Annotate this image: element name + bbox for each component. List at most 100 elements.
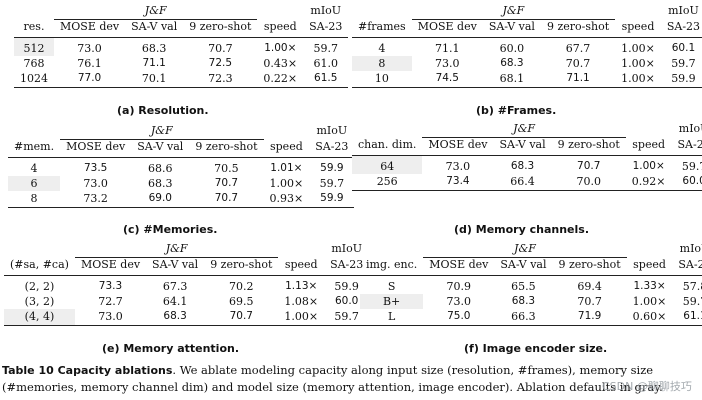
miou-group-label: mIoU bbox=[316, 124, 348, 138]
watermark: CSDN @聊聊技巧 bbox=[602, 380, 692, 393]
table-cell: 73.2 bbox=[60, 191, 132, 208]
table-row: (2, 2) 73.3 67.3 70.2 1.13× 59.9 bbox=[4, 276, 369, 295]
table-cell: 68.3 bbox=[510, 160, 535, 172]
table-b: J&F mIoU #frames MOSE dev SA-V val 9 zero-sho… bbox=[352, 4, 702, 88]
column-header: SA-V val bbox=[493, 137, 552, 156]
table-cell: 70.7 bbox=[577, 160, 601, 172]
table-cell: 61.1 bbox=[672, 309, 702, 326]
row-label: L bbox=[360, 309, 424, 326]
table-cell: 70.7 bbox=[208, 42, 233, 55]
column-header: MOSE dev bbox=[74, 257, 147, 276]
table-cell: 70.5 bbox=[214, 162, 239, 175]
table-cell: 71.1 bbox=[142, 57, 166, 69]
table-cell: 61.0 bbox=[313, 57, 338, 70]
column-header: SA-V val bbox=[482, 19, 541, 38]
column-header: SA-23 bbox=[324, 257, 370, 276]
table-cell: 1.00× bbox=[615, 71, 661, 88]
table-cell: 71.1 bbox=[435, 42, 460, 55]
row-label: (4, 4) bbox=[4, 309, 75, 326]
caption-c: (c) #Memories. bbox=[123, 223, 218, 236]
miou-group-label: mIoU bbox=[668, 4, 699, 18]
row-label: 256 bbox=[352, 174, 423, 191]
table-cell: 59.7 bbox=[682, 295, 702, 308]
column-header: SA-V val bbox=[494, 257, 553, 276]
table-cell: 0.93× bbox=[263, 191, 310, 208]
table-cell: 0.43× bbox=[263, 57, 298, 70]
column-header: MOSE dev bbox=[422, 137, 494, 156]
table-row: 8 73.0 68.3 70.7 1.00× 59.7 bbox=[352, 56, 702, 71]
table-cell: 73.5 bbox=[83, 162, 108, 174]
row-label: 4 bbox=[30, 162, 38, 175]
column-header: speed bbox=[278, 257, 325, 276]
table-cell: 60.0 bbox=[671, 174, 702, 191]
jf-group-label: J&F bbox=[422, 122, 626, 138]
ablation-table-e: J&F mIoU (#sa, #ca) MOSE dev SA-V val 9 zero-… bbox=[4, 242, 370, 326]
column-header: chan. dim. bbox=[352, 137, 423, 156]
table-cell: 72.7 bbox=[98, 295, 123, 308]
table-cell: 67.7 bbox=[565, 42, 591, 55]
column-header: speed bbox=[626, 257, 673, 276]
table-cell: 71.1 bbox=[540, 71, 616, 88]
column-header: #frames bbox=[352, 19, 412, 38]
table-cell: 69.5 bbox=[229, 295, 254, 308]
jf-group-label: J&F bbox=[60, 124, 264, 140]
column-header: 9 zero-shot bbox=[551, 137, 626, 156]
table-row: 768 76.1 71.1 72.5 0.43× 61.0 bbox=[14, 56, 348, 71]
table-cell: 77.0 bbox=[54, 71, 126, 88]
caption-d: (d) Memory channels. bbox=[454, 223, 590, 236]
table-cell: 70.7 bbox=[577, 295, 602, 308]
table-cell: 1.00× bbox=[264, 42, 297, 54]
column-header: MOSE dev bbox=[411, 19, 483, 38]
table-row: 6 73.0 68.3 70.7 1.00× 59.7 bbox=[8, 176, 354, 191]
row-label: 768 bbox=[23, 57, 45, 70]
table-cell: 57.8 bbox=[682, 280, 702, 293]
jf-group-label: J&F bbox=[423, 242, 627, 258]
table-cell: 69.4 bbox=[577, 280, 602, 293]
row-label: 8 bbox=[8, 191, 61, 208]
column-header: MOSE dev bbox=[60, 139, 132, 158]
caption-f: (f) Image encoder size. bbox=[464, 342, 608, 355]
table-cell: 68.3 bbox=[141, 42, 167, 55]
table-cell: 1.00× bbox=[621, 42, 655, 55]
table-cell: 68.6 bbox=[148, 162, 173, 175]
table-row: (4, 4) 73.0 68.3 70.7 1.00× 59.7 bbox=[4, 309, 370, 326]
column-header: SA-V val bbox=[131, 139, 190, 158]
table-cell: 59.9 bbox=[320, 162, 344, 174]
row-label: 64 bbox=[352, 155, 423, 174]
table-cell: 1.08× bbox=[284, 295, 319, 308]
column-header: SA-23 bbox=[303, 19, 349, 38]
caption-lead: Table 10 Capacity ablations bbox=[2, 364, 173, 377]
table-cell: 60.0 bbox=[499, 42, 525, 55]
table-cell: 59.9 bbox=[334, 280, 359, 293]
table-row: 8 73.2 69.0 70.7 0.93× 59.9 bbox=[8, 191, 355, 208]
column-header: MOSE dev bbox=[423, 257, 495, 276]
row-label: 1024 bbox=[14, 71, 54, 88]
table-row: 1024 77.0 70.1 72.3 0.22× 61.5 bbox=[14, 71, 349, 88]
table-cell: 70.2 bbox=[229, 280, 254, 293]
ablation-table-c: J&F mIoU #mem. MOSE dev SA-V val 9 zero-shot s… bbox=[8, 124, 355, 208]
column-header: speed bbox=[263, 139, 310, 158]
table-row: S 70.9 65.5 69.4 1.33× 57.8 bbox=[360, 276, 702, 295]
table-cell: 68.3 bbox=[511, 295, 536, 307]
table-cell: 61.5 bbox=[303, 71, 349, 88]
table-cell: 70.0 bbox=[551, 174, 626, 191]
table-row: 4 73.5 68.6 70.5 1.01× 59.9 bbox=[8, 158, 354, 177]
column-header: 9 zero-shot bbox=[540, 19, 616, 38]
row-label: 512 bbox=[14, 37, 54, 56]
table-cell: 75.0 bbox=[423, 309, 495, 326]
table-cell: 68.3 bbox=[146, 309, 205, 326]
table-e: J&F mIoU (#sa, #ca) MOSE dev SA-V val 9 zero-… bbox=[4, 242, 370, 326]
table-cell: 69.0 bbox=[131, 191, 190, 208]
column-header: speed bbox=[615, 19, 661, 38]
ablation-table-b: J&F mIoU #frames MOSE dev SA-V val 9 zero-sho… bbox=[352, 4, 702, 88]
table-cell: 1.00× bbox=[632, 160, 665, 172]
table-cell: 70.7 bbox=[189, 191, 264, 208]
table-cell: 73.0 bbox=[445, 160, 471, 173]
table-cell: 71.9 bbox=[552, 309, 627, 326]
table-cell: 1.00× bbox=[632, 295, 667, 308]
table-row: L75.066.371.90.60×61.1 bbox=[360, 309, 702, 326]
